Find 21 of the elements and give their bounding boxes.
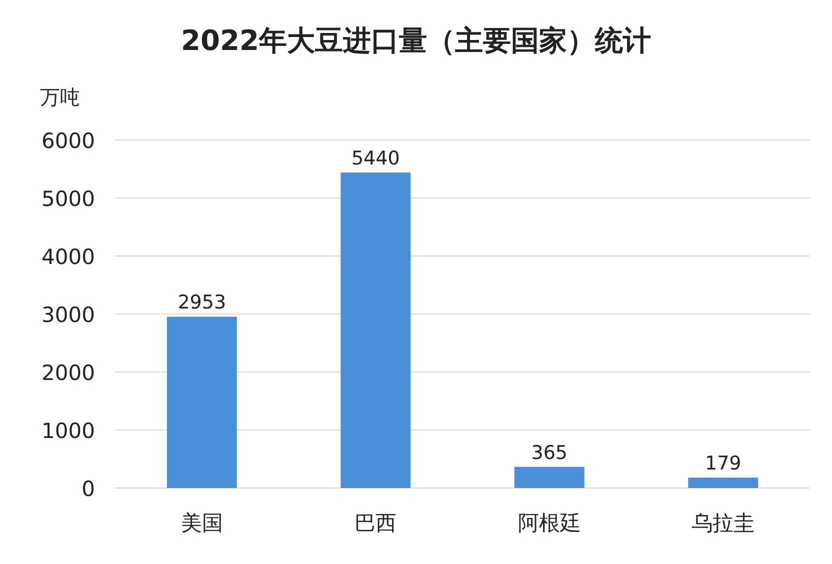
bar <box>166 316 237 488</box>
y-tick-label: 2000 <box>42 361 95 385</box>
bar <box>340 172 411 488</box>
data-label: 365 <box>531 442 568 464</box>
chart-title: 2022年大豆进口量（主要国家）统计 <box>181 24 651 57</box>
y-tick-label: 1000 <box>42 419 95 443</box>
x-tick-label: 巴西 <box>354 511 397 535</box>
y-tick-label: 3000 <box>42 303 95 327</box>
data-label: 179 <box>704 452 742 475</box>
y-tick-label: 0 <box>82 477 95 501</box>
y-axis-title: 万吨 <box>40 85 80 109</box>
y-tick-label: 4000 <box>42 245 95 269</box>
y-tick-label: 6000 <box>42 129 95 153</box>
bar <box>514 466 584 488</box>
x-tick-label: 美国 <box>180 511 223 535</box>
y-tick-label: 5000 <box>42 187 95 211</box>
x-tick-label: 阿根廷 <box>518 511 581 535</box>
x-tick-label: 乌拉圭 <box>692 511 755 535</box>
data-label: 2953 <box>178 292 226 314</box>
data-label: 5440 <box>351 147 400 170</box>
bar <box>688 478 758 488</box>
